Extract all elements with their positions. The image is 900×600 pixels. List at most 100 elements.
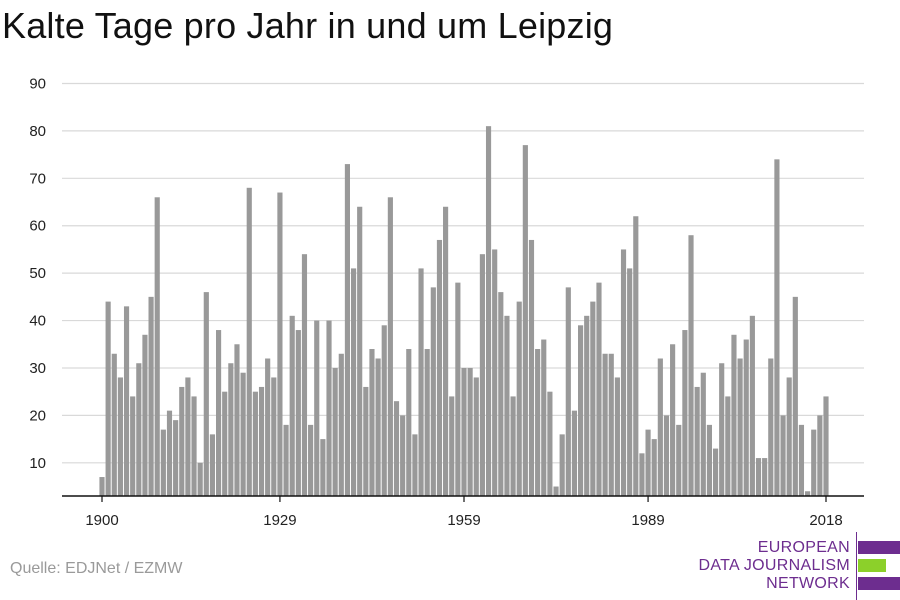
bar-1914 bbox=[185, 377, 191, 496]
bar-1901 bbox=[105, 301, 111, 496]
bar-1925 bbox=[252, 391, 258, 496]
bar-1952 bbox=[418, 268, 424, 496]
bar-1920 bbox=[222, 391, 228, 496]
bar-2002 bbox=[725, 396, 731, 496]
bar-1991 bbox=[657, 358, 663, 496]
bar-1955 bbox=[436, 239, 443, 496]
y-tick-label: 60 bbox=[29, 218, 46, 235]
chart-title: Kalte Tage pro Jahr in und um Leipzig bbox=[2, 5, 614, 46]
x-tick-label: 1989 bbox=[631, 512, 664, 529]
bar-2001 bbox=[719, 363, 725, 496]
bar-1939 bbox=[338, 353, 344, 496]
bar-1913 bbox=[179, 386, 185, 496]
edjnet-logo: EUROPEAN DATA JOURNALISM NETWORK bbox=[698, 528, 900, 600]
bar-2014 bbox=[798, 424, 805, 496]
bar-1963 bbox=[485, 126, 492, 497]
logo-text-data-journalism: DATA JOURNALISM bbox=[698, 557, 850, 574]
logo-bar-purple-bottom bbox=[858, 577, 900, 590]
bar-1915 bbox=[191, 396, 197, 496]
logo-bar-green bbox=[858, 559, 886, 572]
x-tick-label: 1959 bbox=[447, 512, 480, 529]
bar-1935 bbox=[314, 320, 320, 496]
bar-1937 bbox=[326, 320, 332, 496]
bar-1998 bbox=[700, 372, 706, 496]
bar-1946 bbox=[381, 325, 387, 496]
bar-1917 bbox=[203, 292, 209, 496]
bar-1910 bbox=[160, 429, 166, 496]
bar-1977 bbox=[571, 410, 578, 496]
bar-1922 bbox=[234, 344, 240, 496]
bar-1949 bbox=[400, 415, 406, 496]
bar-1924 bbox=[246, 187, 252, 496]
bar-2018 bbox=[823, 396, 829, 496]
bar-1926 bbox=[258, 386, 265, 496]
bar-1976 bbox=[565, 287, 571, 496]
bar-1908 bbox=[148, 296, 154, 496]
bar-1957 bbox=[449, 396, 455, 496]
bar-1927 bbox=[265, 358, 271, 496]
bar-1932 bbox=[295, 330, 301, 496]
y-tick-label: 20 bbox=[29, 407, 46, 424]
x-tick-label: 2018 bbox=[809, 512, 842, 529]
x-tick-label: 1929 bbox=[263, 512, 296, 529]
bar-1969 bbox=[522, 145, 528, 496]
bar-1972 bbox=[541, 339, 547, 496]
bar-2010 bbox=[774, 159, 780, 496]
bar-1906 bbox=[136, 363, 142, 496]
x-axis-ticks: 1900 1929 1959 1989 2018 bbox=[85, 496, 843, 529]
bar-2000 bbox=[712, 448, 719, 496]
source-note: Quelle: EDJNet / EZMW bbox=[10, 560, 183, 577]
bar-1994 bbox=[676, 424, 682, 496]
bar-1928 bbox=[271, 377, 277, 496]
bar-1948 bbox=[393, 401, 400, 496]
bar-1965 bbox=[498, 292, 504, 496]
bar-1996 bbox=[688, 235, 694, 496]
bar-2015 bbox=[805, 491, 811, 496]
logo-divider bbox=[856, 532, 857, 600]
bars bbox=[99, 126, 829, 497]
bar-1944 bbox=[369, 349, 375, 496]
bar-1999 bbox=[706, 424, 713, 496]
logo-text-network: NETWORK bbox=[766, 575, 850, 592]
bar-1950 bbox=[406, 349, 412, 496]
bar-2012 bbox=[786, 377, 792, 496]
bar-1979 bbox=[584, 315, 590, 496]
bar-1968 bbox=[516, 301, 522, 496]
bar-1960 bbox=[467, 367, 473, 496]
x-tick-label: 1900 bbox=[85, 512, 118, 529]
bar-2017 bbox=[817, 415, 823, 496]
bar-1985 bbox=[620, 249, 627, 496]
bar-1986 bbox=[627, 268, 633, 496]
bar-1912 bbox=[173, 420, 179, 496]
bar-1923 bbox=[240, 372, 246, 496]
bar-1918 bbox=[209, 434, 216, 496]
logo-bar-purple-top bbox=[858, 541, 900, 554]
bar-1903 bbox=[117, 377, 123, 496]
bar-1995 bbox=[682, 330, 688, 496]
bar-1943 bbox=[363, 386, 369, 496]
bar-1959 bbox=[461, 367, 467, 496]
bar-2006 bbox=[749, 315, 755, 496]
bar-1951 bbox=[412, 434, 418, 496]
bar-1958 bbox=[455, 282, 461, 496]
bar-1987 bbox=[633, 216, 639, 496]
bar-1973 bbox=[547, 391, 553, 496]
bar-1931 bbox=[289, 315, 295, 496]
bar-1980 bbox=[590, 301, 596, 496]
bar-1902 bbox=[111, 353, 117, 496]
bar-1983 bbox=[608, 353, 614, 496]
bar-1989 bbox=[645, 429, 651, 496]
y-tick-label: 50 bbox=[29, 265, 46, 282]
bar-1990 bbox=[651, 439, 657, 496]
bar-1970 bbox=[528, 239, 535, 496]
bar-1956 bbox=[443, 206, 449, 496]
bar-2007 bbox=[755, 458, 762, 496]
bar-1921 bbox=[228, 363, 234, 496]
y-axis-tick-labels: 10 20 30 40 50 60 70 80 90 bbox=[29, 75, 46, 471]
bar-1936 bbox=[320, 439, 326, 496]
bar-1966 bbox=[504, 315, 510, 496]
bar-1953 bbox=[424, 349, 430, 496]
bar-1974 bbox=[553, 486, 559, 496]
bar-1945 bbox=[375, 358, 381, 496]
